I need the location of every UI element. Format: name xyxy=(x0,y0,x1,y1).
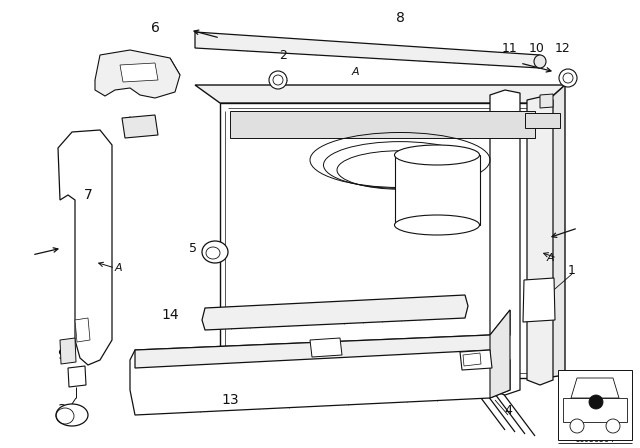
Text: 15: 15 xyxy=(492,352,508,365)
Polygon shape xyxy=(558,370,632,440)
Ellipse shape xyxy=(56,404,88,426)
Polygon shape xyxy=(545,85,565,378)
Polygon shape xyxy=(60,338,76,364)
Text: 14: 14 xyxy=(161,308,179,322)
Polygon shape xyxy=(310,338,342,357)
Ellipse shape xyxy=(394,145,479,165)
Text: 1: 1 xyxy=(568,263,576,276)
Text: 5: 5 xyxy=(189,241,197,254)
Polygon shape xyxy=(58,130,112,365)
Polygon shape xyxy=(395,155,480,225)
Polygon shape xyxy=(525,113,560,128)
Text: 10: 10 xyxy=(529,42,545,55)
Text: 8: 8 xyxy=(396,11,404,25)
Polygon shape xyxy=(135,310,510,368)
Text: 13: 13 xyxy=(221,393,239,407)
Polygon shape xyxy=(122,115,158,138)
Polygon shape xyxy=(68,366,86,387)
Text: 3: 3 xyxy=(58,403,67,417)
Text: 4: 4 xyxy=(504,404,512,417)
Polygon shape xyxy=(195,85,565,103)
Text: 6: 6 xyxy=(150,21,159,35)
Polygon shape xyxy=(130,335,510,415)
Polygon shape xyxy=(460,350,492,370)
Text: 12: 12 xyxy=(555,42,571,55)
Polygon shape xyxy=(202,295,468,330)
Text: 9: 9 xyxy=(58,348,67,362)
Circle shape xyxy=(570,419,584,433)
Text: 7: 7 xyxy=(84,188,92,202)
Polygon shape xyxy=(95,50,180,98)
Polygon shape xyxy=(230,111,535,138)
Polygon shape xyxy=(490,90,520,395)
Text: 2: 2 xyxy=(279,48,287,61)
Circle shape xyxy=(559,69,577,87)
Polygon shape xyxy=(540,94,553,108)
Text: A: A xyxy=(114,263,122,273)
Text: 11: 11 xyxy=(502,42,518,55)
Circle shape xyxy=(269,71,287,89)
Text: A: A xyxy=(546,253,554,263)
Circle shape xyxy=(589,395,603,409)
Polygon shape xyxy=(523,278,555,322)
Polygon shape xyxy=(120,63,158,82)
Circle shape xyxy=(606,419,620,433)
Polygon shape xyxy=(490,310,510,398)
Polygon shape xyxy=(527,97,553,385)
Polygon shape xyxy=(75,318,90,342)
Polygon shape xyxy=(195,32,540,68)
Polygon shape xyxy=(220,103,545,378)
Ellipse shape xyxy=(534,55,546,68)
Text: A: A xyxy=(351,67,359,77)
Text: CC056564: CC056564 xyxy=(574,435,614,444)
Ellipse shape xyxy=(394,215,479,235)
Ellipse shape xyxy=(202,241,228,263)
